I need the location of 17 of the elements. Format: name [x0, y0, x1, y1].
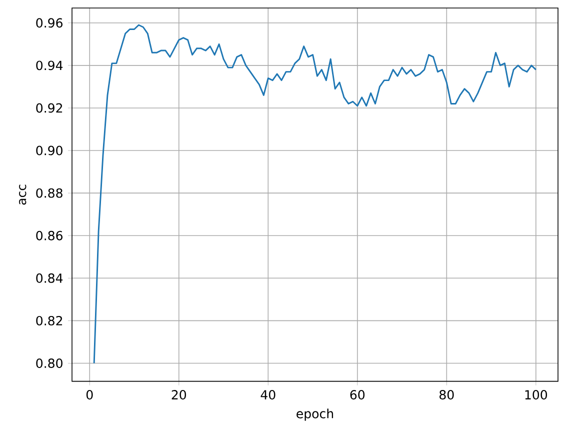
- x-tick-label: 20: [172, 390, 186, 400]
- x-tick-label: 80: [440, 390, 454, 400]
- y-tick-label: 0.92: [36, 103, 62, 113]
- x-tick-label: 60: [350, 390, 365, 400]
- x-axis-title: epoch: [296, 408, 334, 421]
- x-tick-label: 40: [260, 390, 276, 400]
- x-tick-label: 0: [86, 390, 93, 400]
- y-tick-label: 0.90: [36, 146, 62, 156]
- y-tick-label: 0.88: [36, 188, 62, 198]
- y-tick-label: 0.80: [36, 358, 62, 368]
- y-tick-label: 0.86: [36, 230, 62, 240]
- y-tick-label: 0.82: [36, 316, 62, 326]
- y-axis-title: acc: [19, 184, 26, 205]
- x-tick-label: 100: [525, 390, 548, 400]
- y-tick-label: 0.96: [36, 18, 62, 28]
- y-tick-label: 0.84: [36, 273, 63, 283]
- y-tick-label: 0.94: [36, 60, 63, 70]
